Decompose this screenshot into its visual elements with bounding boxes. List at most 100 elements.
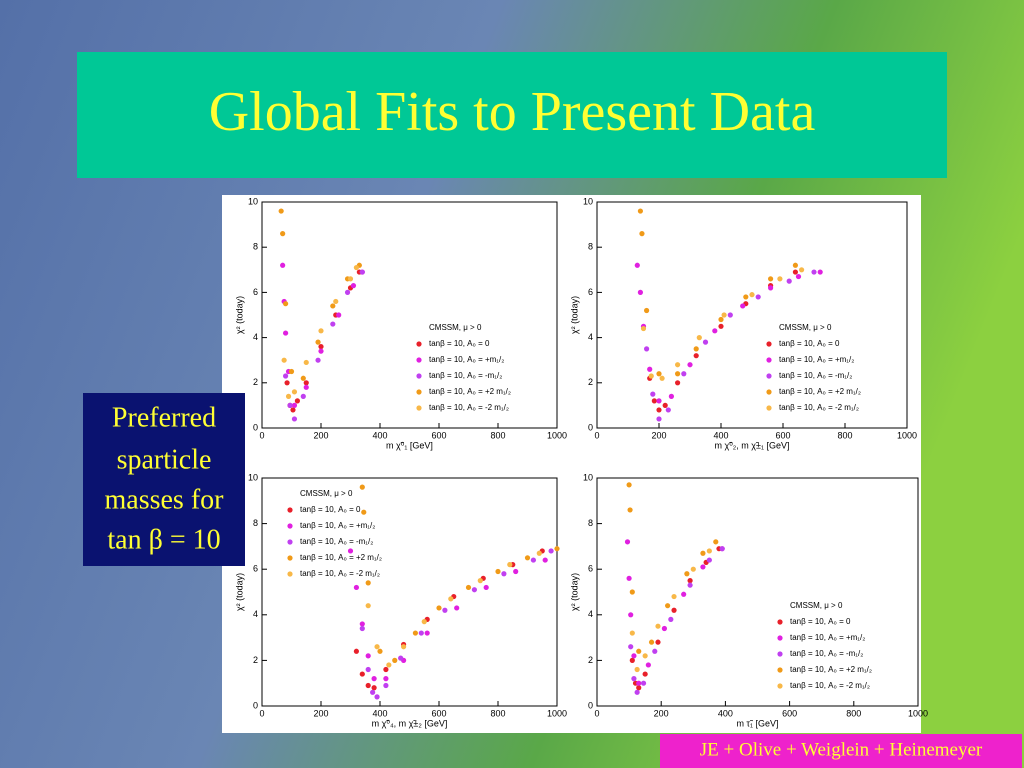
point bbox=[636, 648, 642, 654]
point bbox=[718, 316, 724, 323]
y-tick-label: 6 bbox=[253, 564, 258, 574]
point bbox=[303, 359, 309, 366]
legend-marker bbox=[416, 389, 422, 395]
credit: JE + Olive + Weiglein + Heinemeyer bbox=[700, 739, 983, 760]
point bbox=[291, 389, 298, 395]
point bbox=[624, 539, 631, 545]
point bbox=[627, 507, 633, 513]
x-tick-label: 0 bbox=[594, 708, 599, 718]
point bbox=[631, 676, 637, 682]
x-tick-label: 200 bbox=[313, 708, 328, 718]
x-axis-label: m τ̃₁ [GeV] bbox=[736, 718, 778, 728]
y-axis-label: χ² (today) bbox=[234, 573, 244, 611]
y-axis-label: χ² (today) bbox=[234, 296, 244, 334]
point bbox=[636, 685, 642, 691]
x-tick-label: 1000 bbox=[908, 708, 928, 718]
point bbox=[706, 548, 712, 554]
y-tick-label: 4 bbox=[253, 332, 258, 342]
credit-box bbox=[660, 734, 1022, 768]
point bbox=[365, 603, 371, 609]
x-tick-label: 800 bbox=[490, 708, 505, 718]
point bbox=[644, 346, 650, 352]
point bbox=[333, 298, 339, 305]
point bbox=[377, 648, 383, 654]
point bbox=[383, 676, 389, 682]
point bbox=[353, 584, 359, 591]
point bbox=[370, 689, 376, 695]
point bbox=[799, 267, 805, 273]
point bbox=[392, 657, 398, 664]
slide-title: Global Fits to Present Data bbox=[209, 81, 816, 143]
point bbox=[647, 366, 653, 372]
legend-title: CMSSM, μ > 0 bbox=[429, 323, 482, 332]
x-tick-label: 400 bbox=[372, 430, 387, 440]
point bbox=[740, 303, 746, 309]
point bbox=[743, 294, 749, 300]
point bbox=[626, 482, 632, 488]
point bbox=[786, 278, 792, 284]
point bbox=[347, 548, 354, 554]
legend-title: CMSSM, μ > 0 bbox=[790, 601, 843, 610]
y-tick-label: 8 bbox=[588, 518, 593, 528]
point bbox=[719, 546, 725, 552]
legend-label: tanβ = 10, A₀ = -m₁/₂ bbox=[779, 371, 852, 380]
point bbox=[792, 262, 799, 268]
point bbox=[290, 407, 296, 413]
y-axis-label: χ² (today) bbox=[569, 296, 579, 334]
legend-label: tanβ = 10, A₀ = 0 bbox=[300, 505, 361, 514]
point bbox=[642, 653, 648, 659]
point bbox=[687, 362, 693, 368]
point bbox=[675, 380, 681, 386]
point bbox=[668, 393, 675, 399]
point bbox=[651, 398, 657, 404]
x-tick-label: 600 bbox=[782, 708, 797, 718]
title-box bbox=[77, 52, 947, 178]
y-tick-label: 10 bbox=[583, 196, 593, 206]
legend-title: CMSSM, μ > 0 bbox=[300, 489, 353, 498]
legend-marker bbox=[416, 341, 422, 347]
point bbox=[278, 208, 284, 214]
x-tick-label: 1000 bbox=[547, 430, 567, 440]
x-axis-label: m χ̃⁰₁ [GeV] bbox=[386, 440, 433, 450]
plot-frame bbox=[261, 477, 558, 707]
x-tick-label: 0 bbox=[259, 708, 264, 718]
point bbox=[727, 312, 733, 318]
x-tick-label: 200 bbox=[654, 708, 669, 718]
point bbox=[318, 344, 324, 350]
point bbox=[291, 402, 298, 408]
point bbox=[768, 285, 774, 291]
point bbox=[483, 584, 489, 591]
point bbox=[626, 575, 632, 581]
plot-frame bbox=[596, 201, 908, 429]
legend-marker bbox=[287, 571, 293, 577]
legend-marker bbox=[287, 555, 293, 561]
point bbox=[684, 571, 690, 577]
point bbox=[465, 584, 472, 591]
point bbox=[318, 348, 324, 354]
point bbox=[696, 335, 702, 341]
y-tick-label: 2 bbox=[588, 655, 593, 665]
legend-label: tanβ = 10, A₀ = -2 m₁/₂ bbox=[300, 569, 380, 578]
point bbox=[330, 321, 336, 327]
point bbox=[795, 273, 802, 280]
point bbox=[648, 639, 655, 645]
point bbox=[656, 416, 662, 422]
y-tick-label: 6 bbox=[253, 287, 258, 297]
point bbox=[281, 357, 287, 363]
point bbox=[629, 657, 635, 664]
point bbox=[501, 571, 507, 577]
x-tick-label: 600 bbox=[431, 430, 446, 440]
point bbox=[628, 644, 634, 650]
legend-marker bbox=[777, 635, 783, 641]
point bbox=[662, 402, 668, 408]
point bbox=[675, 362, 681, 368]
legend-marker bbox=[777, 683, 783, 689]
point bbox=[524, 555, 531, 561]
point bbox=[353, 648, 359, 654]
point bbox=[645, 662, 651, 668]
legend-label: tanβ = 10, A₀ = -m₁/₂ bbox=[790, 649, 863, 658]
point bbox=[817, 269, 823, 275]
point bbox=[634, 666, 640, 673]
legend-marker bbox=[777, 667, 783, 673]
point bbox=[285, 393, 292, 399]
